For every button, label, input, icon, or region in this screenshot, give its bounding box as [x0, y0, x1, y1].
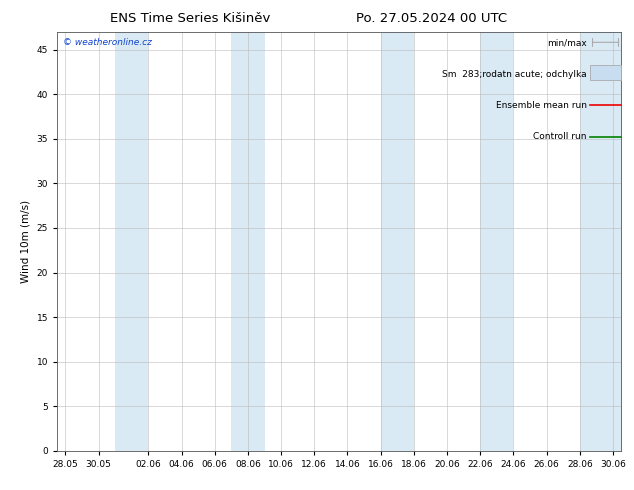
Bar: [231, 32, 264, 451]
Text: ENS Time Series Kišiněv: ENS Time Series Kišiněv: [110, 12, 270, 25]
Bar: [380, 32, 414, 451]
Y-axis label: Wind 10m (m/s): Wind 10m (m/s): [21, 200, 31, 283]
Text: Ensemble mean run: Ensemble mean run: [496, 101, 587, 110]
Text: Po. 27.05.2024 00 UTC: Po. 27.05.2024 00 UTC: [356, 12, 507, 25]
Text: © weatheronline.cz: © weatheronline.cz: [63, 38, 152, 47]
Bar: [580, 32, 621, 451]
FancyBboxPatch shape: [590, 65, 621, 80]
Text: Sm  283;rodatn acute; odchylka: Sm 283;rodatn acute; odchylka: [443, 70, 587, 78]
Bar: [115, 32, 148, 451]
Text: min/max: min/max: [547, 38, 587, 47]
Text: Controll run: Controll run: [533, 132, 587, 142]
Bar: [481, 32, 514, 451]
